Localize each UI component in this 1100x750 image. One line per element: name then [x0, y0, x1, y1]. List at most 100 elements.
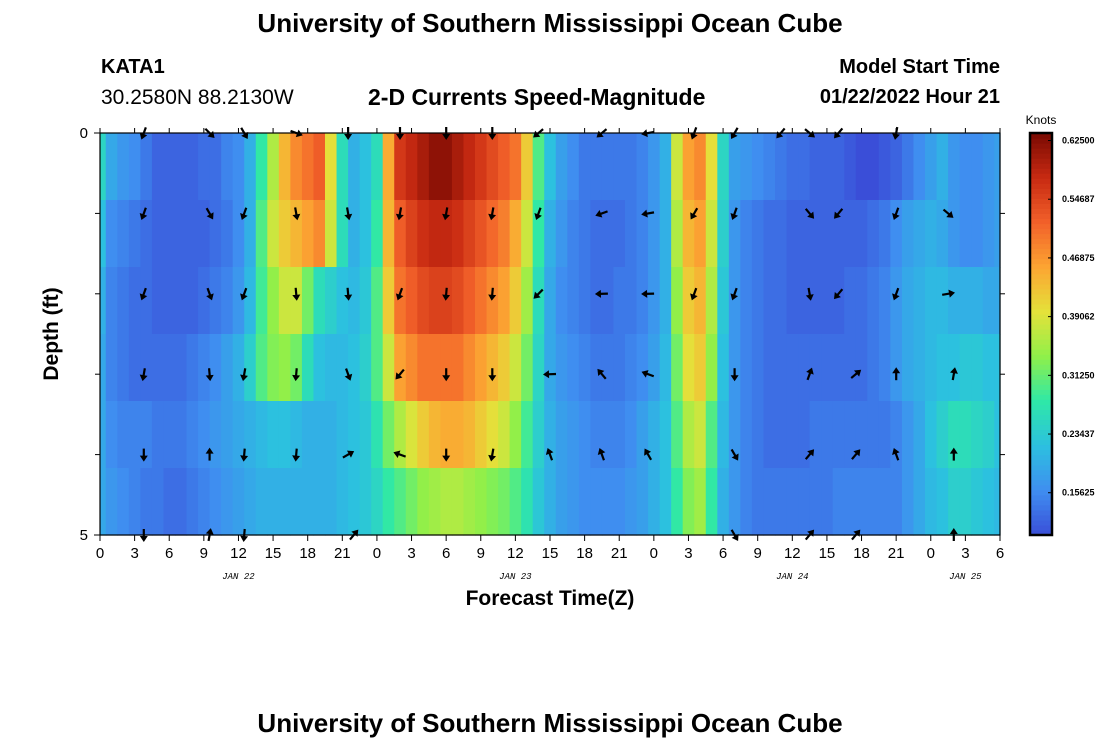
arrow-head [641, 370, 649, 378]
x-tick-label: 6 [165, 545, 173, 562]
current-vector-arrow [292, 368, 301, 382]
heatmap-cell [463, 200, 476, 268]
current-vector-arrow [395, 368, 405, 380]
arrow-head [139, 212, 148, 220]
x-tick-label: 9 [477, 545, 485, 562]
heatmap-cell [325, 468, 338, 536]
model-start-label: Model Start Time [839, 56, 1000, 78]
heatmap-cell [382, 267, 395, 335]
current-vector-arrow [730, 529, 739, 542]
heatmap-cell [613, 468, 626, 536]
heatmap-cell [786, 133, 799, 201]
heatmap-cell [601, 401, 615, 469]
heatmap-cell [440, 133, 453, 201]
colorbar-segment [1030, 484, 1052, 491]
arrow-head [139, 293, 148, 301]
heatmap-cell [417, 267, 430, 335]
heatmap-cell [682, 468, 695, 536]
current-vector-arrow [396, 127, 404, 140]
heatmap-cell [175, 267, 188, 335]
heatmap-cell [867, 133, 880, 201]
heatmap-cell [451, 133, 465, 201]
arrow-head [595, 209, 603, 218]
heatmap-cell [682, 401, 695, 469]
heatmap-cell [163, 334, 176, 402]
heatmap-cell [486, 334, 499, 402]
current-vector-arrow [442, 207, 450, 221]
colorbar-units-label: Knots [1026, 113, 1057, 127]
heatmap-cell [567, 133, 580, 201]
arrow-head [533, 291, 541, 299]
colorbar-segment [1030, 434, 1052, 441]
heatmap-cell [405, 468, 418, 536]
colorbar-segment [1030, 193, 1052, 199]
y-tick-label: 5 [80, 527, 88, 544]
colorbar-tick-label: 0.54687 [1062, 194, 1095, 204]
heatmap-cell [659, 401, 672, 469]
heatmap-cell [232, 267, 245, 335]
colorbar-segment [1030, 509, 1052, 516]
heatmap-cell [394, 267, 407, 335]
heatmap-cell [509, 334, 522, 402]
heatmap-cell [532, 133, 545, 201]
heatmap-cell [994, 401, 1001, 469]
heatmap-cell [117, 133, 130, 201]
heatmap-cell [913, 334, 926, 402]
heatmap-cell [740, 401, 753, 469]
colorbar-tick-label: 0.62500 [1062, 136, 1095, 146]
heatmap-cell [925, 468, 938, 536]
heatmap-cell [475, 200, 488, 268]
arrow-head [344, 294, 353, 301]
heatmap-cell [901, 200, 915, 268]
x-tick-label: 9 [200, 545, 208, 562]
heatmap-cell [648, 401, 661, 469]
heatmap-cell [971, 468, 984, 536]
current-vector-arrow [395, 207, 404, 221]
heatmap-cell [451, 468, 465, 536]
heatmap-cell [371, 334, 384, 402]
colorbar-segment [1030, 248, 1052, 255]
heatmap-cell [994, 200, 1001, 268]
current-vector-arrow [949, 528, 958, 541]
heatmap-cell [428, 133, 441, 201]
heatmap-cell [359, 334, 372, 402]
arrow-head [690, 293, 698, 301]
heatmap-cell [821, 401, 834, 469]
heatmap-cell [705, 200, 718, 268]
heatmap-cell [290, 401, 303, 469]
heatmap-cell [878, 267, 891, 335]
x-tick-label: 0 [927, 545, 935, 562]
current-vector-arrow [806, 367, 814, 381]
x-tick-label: 6 [719, 545, 727, 562]
arrow-head [292, 213, 301, 221]
heatmap-cell [140, 200, 153, 268]
heatmap-cell [694, 468, 707, 536]
heatmap-cell [694, 334, 707, 402]
arrow-head [488, 375, 497, 382]
arrow-head [805, 294, 814, 301]
arrow-head [344, 134, 353, 140]
heatmap-cell [590, 133, 603, 201]
heatmap-cell [578, 267, 591, 335]
heatmap-cell [301, 401, 315, 469]
colorbar-segment [1030, 223, 1052, 230]
arrow-head [344, 373, 353, 381]
heatmap-cell [555, 401, 568, 469]
arrow-head [690, 132, 698, 140]
colorbar-segment [1030, 133, 1052, 139]
heatmap-cell [578, 200, 591, 268]
colorbar-segment [1030, 143, 1052, 149]
current-vector-arrow [942, 208, 954, 218]
heatmap-cell [394, 334, 407, 402]
current-vector-arrow [597, 448, 606, 461]
heatmap-cell [301, 334, 315, 402]
colorbar-segment [1030, 389, 1052, 395]
current-vector-arrow [139, 448, 148, 462]
heatmap-cell [959, 334, 972, 402]
heatmap-cell [613, 200, 626, 268]
heatmap-cell [244, 468, 257, 536]
current-vector-arrow [641, 209, 655, 218]
arrow-head [596, 130, 604, 138]
heatmap-cell [555, 200, 568, 268]
heatmap-cell [336, 133, 349, 201]
